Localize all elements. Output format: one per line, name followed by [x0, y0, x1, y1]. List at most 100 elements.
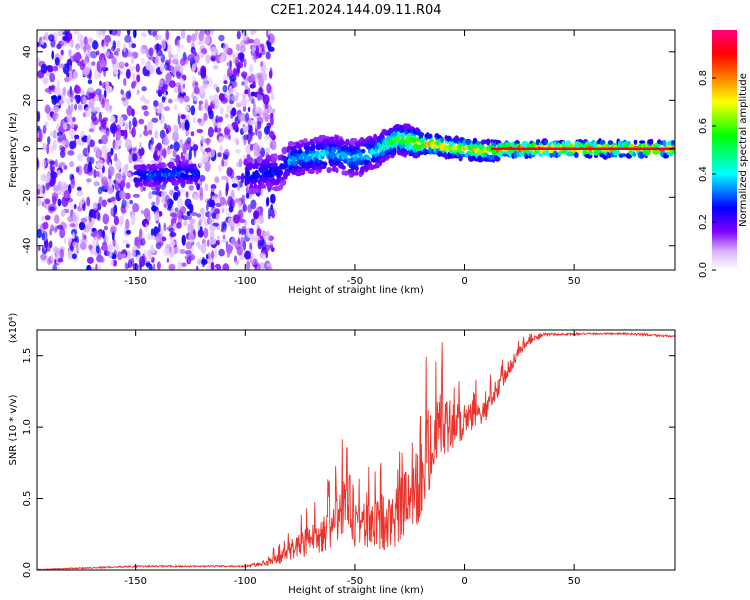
heatmap-cell — [200, 246, 207, 254]
heatmap-cell — [257, 93, 262, 101]
heatmap-cell — [243, 77, 248, 89]
heatmap-cell — [204, 147, 212, 153]
heatmap-cell — [201, 48, 208, 55]
heatmap-cell — [671, 140, 675, 145]
heatmap-cell — [140, 164, 147, 172]
heatmap-cell — [96, 60, 101, 72]
heatmap-cell — [150, 244, 155, 256]
heatmap-cell — [191, 212, 198, 217]
heatmap-cell — [128, 152, 133, 164]
heatmap-cell — [97, 186, 103, 195]
heatmap-cell — [69, 160, 75, 168]
heatmap-cell — [169, 246, 172, 253]
heatmap-cell — [169, 144, 174, 150]
heatmap-cell — [173, 124, 179, 134]
heatmap-cell — [182, 155, 186, 164]
heatmap-cell — [101, 199, 107, 208]
heatmap-cell — [150, 65, 156, 75]
heatmap-cell — [191, 63, 196, 72]
heatmap-cell — [132, 193, 140, 198]
heatmap-cell — [76, 186, 82, 192]
heatmap-cell — [84, 106, 91, 118]
heatmap-cell — [53, 105, 59, 113]
x-tick-label: -100 — [234, 576, 257, 587]
heatmap-cell — [81, 232, 86, 240]
heatmap-cell — [411, 136, 418, 144]
heatmap-cell — [111, 230, 115, 241]
heatmap-cell — [37, 195, 42, 207]
heatmap-cell — [42, 221, 49, 230]
heatmap-cell — [246, 156, 254, 163]
heatmap-cell — [151, 205, 157, 212]
heatmap-cell — [168, 228, 175, 233]
heatmap-cell — [102, 44, 106, 52]
heatmap-cell — [211, 56, 216, 62]
heatmap-cell — [214, 208, 221, 215]
heatmap-cell — [164, 84, 168, 91]
heatmap-cell — [124, 62, 129, 67]
heatmap-cell — [59, 227, 66, 239]
heatmap-cell — [85, 53, 90, 61]
heatmap-cell — [242, 73, 246, 79]
heatmap-cell — [234, 198, 239, 203]
heatmap-cell — [85, 222, 93, 230]
heatmap-cell — [125, 163, 129, 171]
heatmap-cell — [196, 128, 204, 134]
heatmap-cell — [339, 140, 346, 146]
heatmap-cell — [158, 102, 164, 110]
heatmap-cell — [83, 36, 88, 46]
heatmap-cell — [253, 38, 261, 48]
heatmap-cell — [207, 239, 210, 247]
heatmap-cell — [192, 144, 199, 152]
heatmap-cell — [296, 172, 301, 176]
y-tick-label: 20 — [22, 94, 33, 107]
heatmap-cell — [514, 140, 520, 145]
heatmap-cell — [163, 179, 168, 184]
heatmap-cell — [244, 170, 251, 177]
heatmap-cell — [92, 237, 99, 247]
heatmap-cell — [130, 214, 136, 226]
heatmap-cell — [143, 249, 147, 258]
heatmap-cell — [358, 152, 363, 157]
heatmap-cell — [440, 136, 444, 143]
heatmap-cell — [170, 212, 177, 218]
heatmap-cell — [268, 130, 275, 139]
heatmap-cell — [172, 191, 179, 201]
heatmap-cell — [195, 265, 199, 270]
heatmap-cell — [59, 150, 66, 158]
x-tick-label: -50 — [347, 576, 363, 587]
heatmap-cell — [166, 73, 172, 82]
heatmap-cell — [240, 228, 247, 236]
heatmap-cell — [158, 79, 164, 88]
heatmap-cell — [256, 228, 262, 237]
heatmap-cell — [129, 65, 136, 71]
heatmap-cell — [203, 35, 211, 45]
heatmap-cell — [111, 56, 117, 65]
heatmap-cell — [189, 218, 196, 225]
heatmap-cell — [231, 121, 239, 130]
y-tick-label: 0.5 — [22, 491, 33, 507]
heatmap-cell — [229, 168, 235, 179]
heatmap-cell — [64, 76, 70, 83]
heatmap-cell — [573, 152, 579, 158]
heatmap-cell — [158, 222, 161, 233]
heatmap-cell — [79, 199, 83, 209]
heatmap-cell — [222, 43, 229, 53]
heatmap-cell — [203, 227, 209, 239]
heatmap-cell — [179, 44, 184, 49]
heatmap-cell — [165, 124, 172, 134]
snr-series-line — [37, 331, 675, 570]
heatmap-cell — [132, 203, 140, 213]
heatmap-cell — [38, 245, 41, 252]
heatmap-cell — [152, 263, 156, 270]
heatmap-cell — [44, 104, 51, 114]
heatmap-cell — [272, 153, 278, 159]
heatmap-cell — [247, 139, 251, 144]
heatmap-cell — [66, 112, 73, 123]
heatmap-cell — [105, 80, 110, 91]
heatmap-cell — [67, 89, 74, 98]
heatmap-cell — [182, 215, 188, 221]
heatmap-cell — [92, 202, 99, 211]
heatmap-cell — [241, 194, 246, 205]
heatmap-cell — [100, 128, 107, 135]
